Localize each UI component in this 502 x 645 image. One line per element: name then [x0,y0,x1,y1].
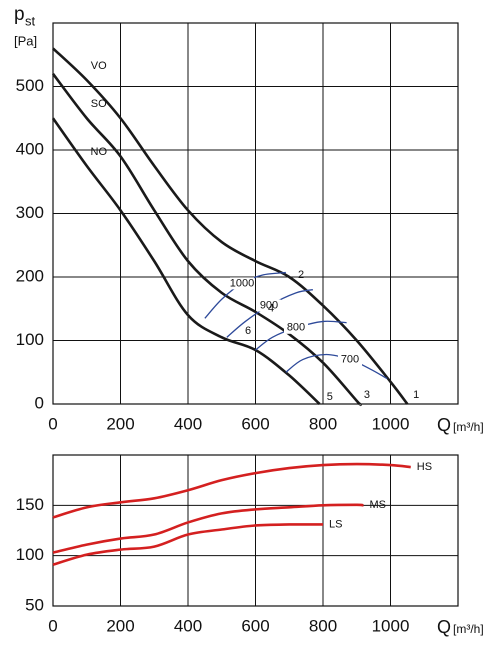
x-tick-label: 800 [309,616,337,635]
curve-label: HS [417,461,432,473]
fan-curve [51,117,321,405]
x-tick-label: 600 [241,616,269,635]
point-label: 6 [245,325,251,337]
fan-curve [52,462,411,519]
rpm-label-bg [338,353,362,366]
curve-label: LS [329,518,342,530]
fan-curve [52,47,409,405]
y-tick-label: 100 [16,330,44,349]
rpm-label-bg [257,299,281,312]
point-label: 2 [298,269,304,281]
rpm-label-bg [230,277,254,290]
x-axis-unit: [m³/h] [453,420,484,434]
x-tick-label: 400 [174,414,202,433]
y-tick-label: 50 [25,595,44,614]
rpm-label-bg [284,321,308,334]
x-tick-label: 1000 [372,616,410,635]
x-axis-label: Q [437,617,451,637]
curve-label: NO [91,146,108,158]
x-axis-unit: [m³/h] [453,622,484,636]
curve-label: VO [91,60,107,72]
x-tick-label: 0 [48,616,57,635]
x-axis-label: Q [437,415,451,435]
x-tick-label: 200 [106,414,134,433]
y-tick-label: 200 [16,266,44,285]
y-axis-label: p [14,4,25,25]
y-axis-unit: [Pa] [14,33,37,48]
x-tick-label: 0 [48,414,57,433]
y-tick-label: 300 [16,203,44,222]
y-axis-label-sub: st [25,13,36,28]
y-tick-label: 400 [16,139,44,158]
x-tick-label: 800 [309,414,337,433]
x-tick-label: 400 [174,616,202,635]
point-label: 5 [327,391,333,403]
y-tick-label: 0 [35,393,44,412]
fan-curve [52,523,324,566]
curve-label: SO [91,98,107,110]
y-tick-label: 100 [16,545,44,564]
y-tick-label: 500 [16,76,44,95]
rpm-label: 700 [341,353,359,365]
point-label: 4 [268,303,274,315]
x-tick-label: 200 [106,616,134,635]
rpm-label: 800 [287,322,305,334]
point-label: 3 [364,389,370,401]
x-tick-label: 1000 [372,414,410,433]
point-label: 1 [413,389,419,401]
y-tick-label: 150 [16,495,44,514]
curve-label: MS [370,499,387,511]
fan-curve [52,503,364,554]
rpm-label: 900 [260,299,278,311]
rpm-label: 1000 [230,277,254,289]
x-tick-label: 600 [241,414,269,433]
fan-curve [51,73,362,407]
